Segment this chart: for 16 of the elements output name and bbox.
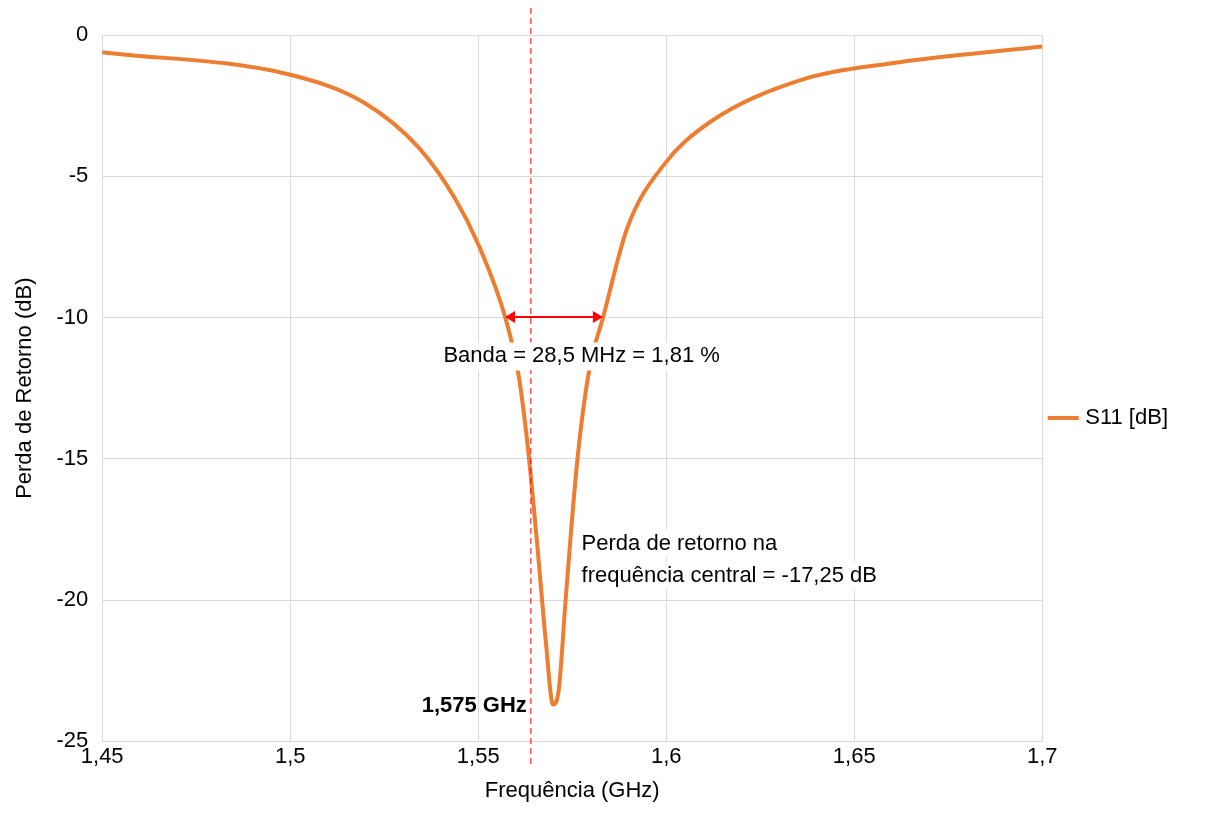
x-axis-title: Frequência (GHz) (484, 776, 660, 802)
annotation: Banda = 28,5 MHz = 1,81 % (443, 342, 720, 368)
x-tick-label: 1,65 (832, 743, 876, 769)
x-tick-label: 1,6 (650, 743, 682, 769)
ref-line-label: 1,575 GHz (421, 692, 527, 718)
y-axis-title: Perda de Retorno (dB) (11, 277, 37, 499)
y-tick-label: 0 (75, 21, 89, 47)
legend-label: S11 [dB] (1085, 404, 1169, 430)
y-tick-label: -15 (56, 444, 89, 470)
x-tick-label: 1,7 (1026, 743, 1058, 769)
x-tick-label: 1,5 (274, 743, 306, 769)
y-tick-label: -5 (68, 162, 89, 188)
x-tick-label: 1,55 (456, 743, 500, 769)
y-tick-label: -20 (56, 586, 89, 612)
y-tick-label: -10 (56, 303, 89, 329)
annotation: Perda de retorno na frequência central = -17,25 dB (581, 529, 877, 587)
